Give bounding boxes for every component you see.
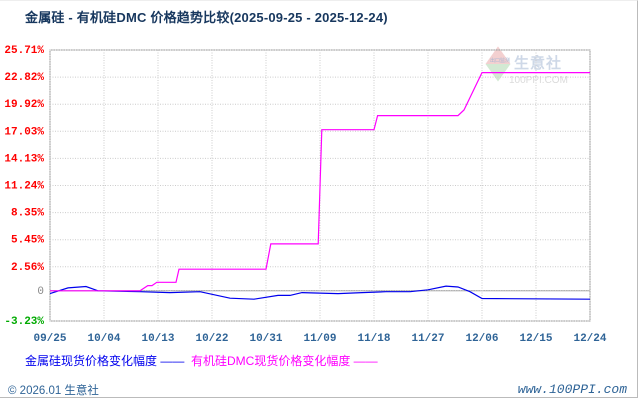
- svg-text:出口监测: 出口监测: [490, 57, 510, 64]
- svg-text:22.82%: 22.82%: [4, 72, 44, 84]
- svg-text:0: 0: [37, 286, 44, 298]
- svg-text:生意社: 生意社: [514, 54, 562, 72]
- svg-text:10/13: 10/13: [141, 333, 174, 345]
- svg-text:8.35%: 8.35%: [11, 208, 44, 220]
- svg-text:17.03%: 17.03%: [4, 126, 44, 138]
- svg-text:09/25: 09/25: [33, 333, 66, 345]
- svg-text:5.45%: 5.45%: [11, 235, 44, 247]
- svg-text:10/31: 10/31: [249, 333, 282, 345]
- svg-text:2.56%: 2.56%: [11, 262, 44, 274]
- svg-text:25.71%: 25.71%: [4, 45, 44, 57]
- svg-text:-3.23%: -3.23%: [4, 316, 44, 328]
- svg-text:14.13%: 14.13%: [4, 153, 44, 165]
- svg-text:11.24%: 11.24%: [4, 181, 44, 193]
- svg-text:10/22: 10/22: [195, 333, 228, 345]
- svg-text:19.92%: 19.92%: [4, 99, 44, 111]
- svg-text:12/06: 12/06: [465, 333, 498, 345]
- svg-text:11/27: 11/27: [411, 333, 444, 345]
- svg-text:11/09: 11/09: [303, 333, 336, 345]
- svg-text:11/18: 11/18: [357, 333, 390, 345]
- svg-text:10/04: 10/04: [87, 333, 120, 345]
- svg-text:12/15: 12/15: [519, 333, 552, 345]
- svg-text:12/24: 12/24: [573, 333, 606, 345]
